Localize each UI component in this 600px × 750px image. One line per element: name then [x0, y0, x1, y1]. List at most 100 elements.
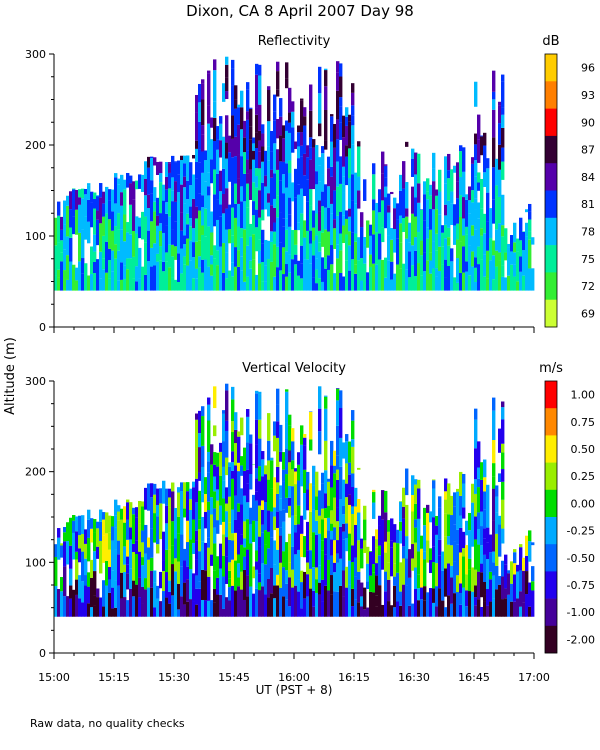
heatmap-cell	[297, 579, 301, 592]
heatmap-cell	[408, 251, 412, 278]
heatmap-cell	[363, 237, 367, 246]
heatmap-cell	[312, 139, 316, 148]
heatmap-cell	[222, 608, 226, 617]
heatmap-cell	[492, 70, 496, 92]
heatmap-cell	[207, 123, 211, 142]
heatmap-cell	[66, 236, 70, 256]
heatmap-cell	[108, 515, 112, 533]
heatmap-cell	[282, 226, 286, 248]
heatmap-cell	[414, 567, 418, 589]
heatmap-cell	[129, 539, 133, 569]
heatmap-cell	[54, 557, 58, 586]
heatmap-cell	[168, 488, 172, 498]
heatmap-cell	[435, 250, 439, 269]
heatmap-cell	[300, 425, 304, 445]
heatmap-cell	[318, 165, 322, 182]
heatmap-cell	[324, 229, 328, 258]
heatmap-cell	[177, 224, 181, 254]
heatmap-cell	[183, 235, 187, 245]
heatmap-cell	[438, 246, 442, 271]
heatmap-cell	[342, 137, 346, 167]
heatmap-cell	[84, 585, 88, 617]
heatmap-cell	[531, 268, 535, 291]
heatmap-cell	[288, 272, 292, 291]
heatmap-cell	[468, 200, 472, 214]
heatmap-cell	[225, 390, 229, 421]
heatmap-cell	[261, 146, 265, 162]
heatmap-cell	[330, 203, 334, 214]
heatmap-cell	[237, 436, 241, 463]
heatmap-cell	[195, 278, 199, 291]
heatmap-cell	[441, 600, 445, 617]
heatmap-cell	[216, 173, 220, 200]
heatmap-cell	[354, 487, 358, 507]
heatmap-cell	[462, 548, 466, 557]
heatmap-cell	[459, 195, 463, 217]
heatmap-cell	[336, 400, 340, 426]
heatmap-cell	[117, 280, 121, 291]
heatmap-cell	[231, 386, 235, 400]
heatmap-cell	[336, 61, 340, 62]
heatmap-cell	[204, 494, 208, 512]
heatmap-cell	[423, 220, 427, 253]
heatmap-cell	[120, 279, 124, 291]
heatmap-cell	[528, 268, 532, 291]
heatmap-cell	[153, 201, 157, 212]
heatmap-cell	[126, 499, 130, 503]
heatmap-cell	[300, 444, 304, 474]
heatmap-cell	[213, 508, 217, 528]
heatmap-cell	[315, 510, 319, 521]
heatmap-cell	[285, 570, 289, 584]
heatmap-cell	[252, 137, 256, 144]
y-tick-label: 200	[25, 466, 46, 479]
heatmap-cell	[135, 266, 139, 282]
heatmap-cell	[339, 499, 343, 527]
heatmap-cell	[198, 410, 202, 434]
heatmap-cell	[483, 254, 487, 277]
heatmap-cell	[198, 447, 202, 473]
heatmap-cell	[333, 162, 337, 191]
heatmap-cell	[273, 111, 277, 121]
heatmap-cell	[411, 558, 415, 571]
heatmap-cell	[267, 460, 271, 480]
heatmap-cell	[228, 135, 232, 153]
heatmap-cell	[246, 159, 250, 174]
heatmap-cell	[276, 437, 280, 467]
heatmap-cell	[456, 198, 460, 224]
heatmap-cell	[345, 434, 349, 442]
heatmap-cell	[135, 233, 139, 267]
heatmap-cell	[168, 549, 172, 581]
heatmap-cell	[165, 505, 169, 524]
heatmap-cell	[60, 229, 64, 241]
heatmap-cell	[111, 608, 115, 617]
heatmap-cell	[282, 596, 286, 617]
heatmap-cell	[237, 577, 241, 587]
heatmap-cell	[204, 181, 208, 209]
heatmap-cell	[396, 601, 400, 617]
colorbar-label: -1.00	[567, 606, 595, 619]
heatmap-cell	[195, 575, 199, 589]
heatmap-cell	[303, 598, 307, 617]
heatmap-cell	[201, 599, 205, 617]
heatmap-cell	[495, 485, 499, 497]
heatmap-cell	[81, 581, 85, 603]
heatmap-cell	[498, 101, 502, 106]
heatmap-cell	[342, 531, 346, 540]
heatmap-cell	[102, 512, 106, 520]
heatmap-cell	[246, 276, 250, 291]
heatmap-cell	[267, 259, 271, 291]
heatmap-cell	[207, 537, 211, 548]
heatmap-cell	[219, 451, 223, 476]
heatmap-cell	[477, 467, 481, 479]
heatmap-cell	[249, 566, 253, 587]
heatmap-cell	[486, 527, 490, 543]
heatmap-cell	[204, 570, 208, 601]
heatmap-cell	[258, 466, 262, 482]
heatmap-cell	[498, 123, 502, 145]
heatmap-cell	[396, 572, 400, 602]
heatmap-cell	[147, 208, 151, 231]
heatmap-cell	[435, 209, 439, 234]
heatmap-cell	[435, 276, 439, 291]
heatmap-cell	[276, 169, 280, 196]
heatmap-cell	[333, 540, 337, 563]
